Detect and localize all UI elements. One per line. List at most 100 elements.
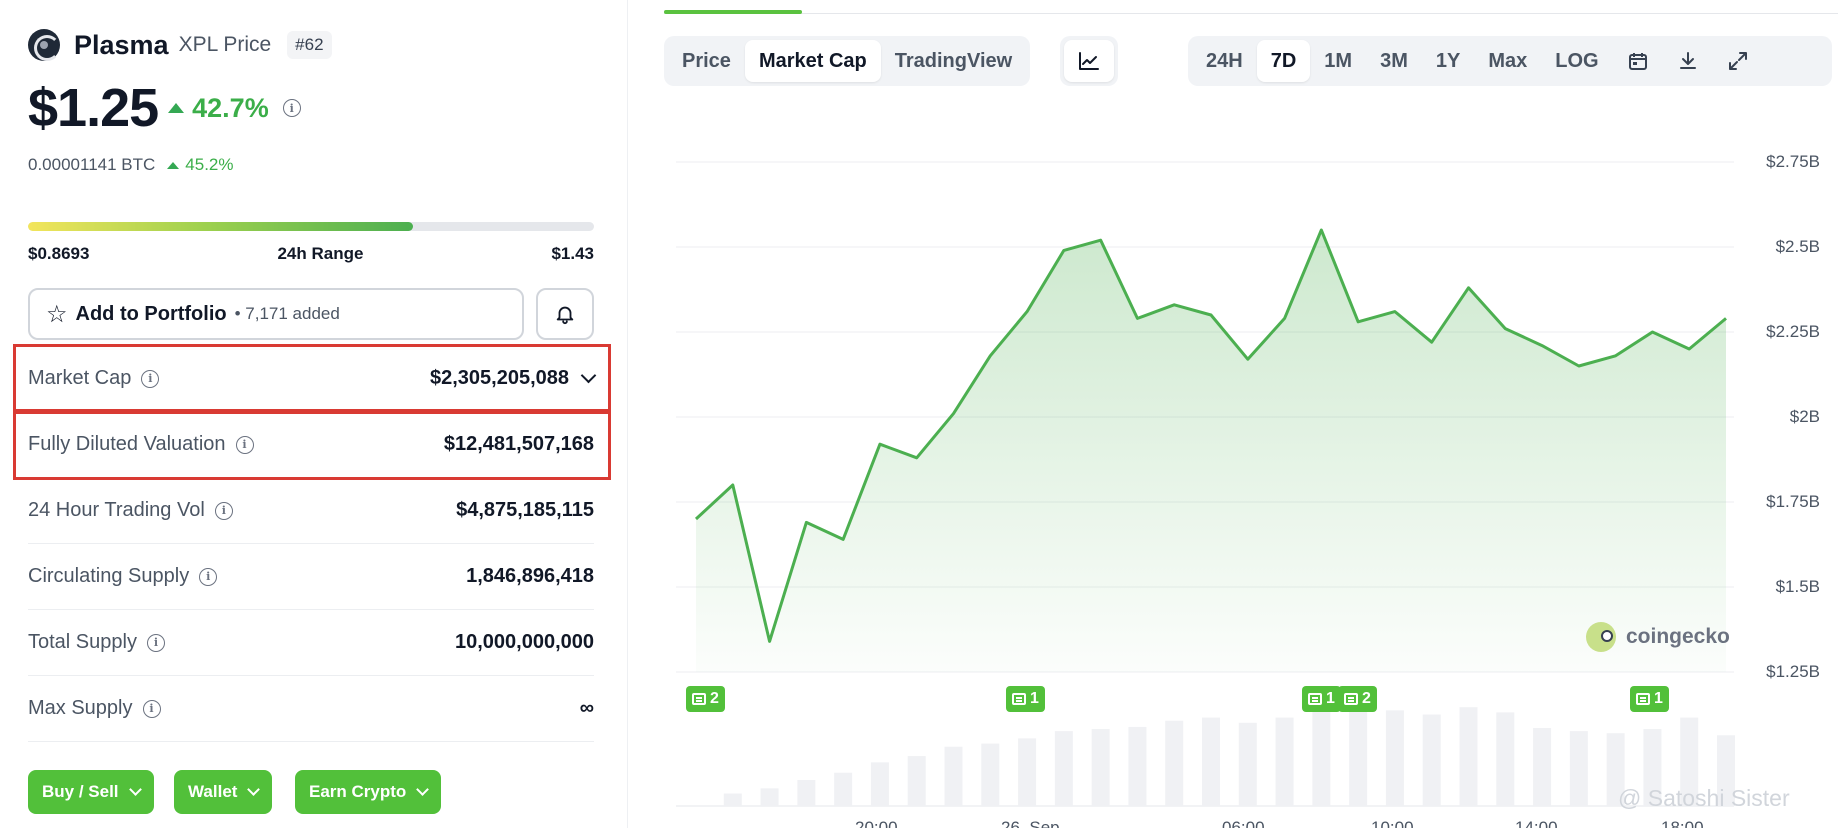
stat-row-market-cap[interactable]: Market Cap i $2,305,205,088 xyxy=(28,346,597,412)
range-24h[interactable]: 24H xyxy=(1206,49,1243,72)
coingecko-logo-icon xyxy=(1586,622,1616,652)
coin-name: Plasma xyxy=(74,29,169,60)
stat-value: $2,305,205,088 xyxy=(429,367,569,389)
wallet-label: Wallet xyxy=(188,782,238,801)
wallet-button[interactable]: Wallet xyxy=(174,770,273,814)
24h-range-bar xyxy=(28,222,594,231)
newspaper-icon xyxy=(692,693,706,705)
stat-value: 10,000,000,000 xyxy=(454,631,594,653)
24h-range-fill xyxy=(28,222,413,231)
volume-bar xyxy=(1422,714,1441,806)
volume-bar xyxy=(760,788,779,806)
info-icon[interactable]: i xyxy=(141,369,160,388)
news-marker[interactable]: 2 xyxy=(686,686,725,712)
chevron-down-icon xyxy=(416,783,430,796)
y-tick-label: $2.25B xyxy=(1766,322,1820,341)
info-icon[interactable]: i xyxy=(235,435,254,454)
add-to-portfolio-button[interactable]: ☆ Add to Portfolio • 7,171 added xyxy=(28,288,524,340)
up-arrow-icon xyxy=(168,103,185,113)
range-max[interactable]: Max xyxy=(1488,49,1528,72)
chevron-down-icon xyxy=(247,783,261,796)
info-icon[interactable]: i xyxy=(199,567,218,586)
news-count: 1 xyxy=(1654,690,1663,707)
stat-value: ∞ xyxy=(579,697,594,719)
news-marker[interactable]: 1 xyxy=(1006,686,1045,712)
info-icon[interactable]: i xyxy=(282,99,301,117)
x-tick-label: 06:00 xyxy=(1222,818,1265,828)
price-change: 42.7% xyxy=(192,92,269,123)
btc-change: 45.2% xyxy=(185,155,234,174)
calendar-button[interactable] xyxy=(1613,40,1663,82)
x-tick-label: 10:00 xyxy=(1371,818,1414,828)
btc-price-row: 0.00001141 BTC 45.2% xyxy=(28,155,233,175)
newspaper-icon xyxy=(1636,693,1650,705)
volume-bar xyxy=(981,743,1000,806)
price-alert-button[interactable] xyxy=(536,288,594,340)
tab-price[interactable]: Price xyxy=(682,49,731,72)
news-count: 1 xyxy=(1030,690,1039,707)
y-tick-label: $1.5B xyxy=(1775,577,1820,596)
line-chart-icon xyxy=(1079,52,1099,70)
news-marker[interactable]: 1 xyxy=(1630,686,1669,712)
volume-bar xyxy=(834,772,853,806)
y-tick-label: $1.25B xyxy=(1766,662,1820,681)
highlight-box-market-cap xyxy=(13,344,611,412)
x-tick-label: 18:00 xyxy=(1661,818,1704,828)
range-log[interactable]: LOG xyxy=(1555,49,1599,72)
download-icon xyxy=(1679,52,1696,69)
chart-style-toggle xyxy=(1060,36,1118,86)
y-tick-label: $2.5B xyxy=(1775,237,1820,256)
tab-tradingview[interactable]: TradingView xyxy=(894,49,1013,72)
portfolio-count: • 7,171 added xyxy=(234,304,340,323)
download-button[interactable] xyxy=(1663,40,1713,82)
info-icon[interactable]: i xyxy=(214,501,233,520)
range-low: $0.8693 xyxy=(28,244,90,263)
earn-crypto-button[interactable]: Earn Crypto xyxy=(295,770,442,814)
volume-bar xyxy=(1312,702,1331,806)
market-cap-chart-svg xyxy=(676,161,1735,807)
news-marker[interactable]: 2 xyxy=(1338,686,1377,712)
price-row: $1.25 42.7% i xyxy=(28,78,301,138)
stat-row-total-supply: Total Supply i 10,000,000,000 xyxy=(28,610,594,676)
range-1m[interactable]: 1M xyxy=(1324,49,1353,72)
stat-label: Fully Diluted Valuation xyxy=(28,433,226,455)
volume-bar xyxy=(1717,735,1735,806)
image-credit: @ Satoshi Sister xyxy=(1618,785,1790,811)
volume-bar xyxy=(1054,731,1073,806)
news-marker[interactable]: 1 xyxy=(1302,686,1341,712)
market-cap-area xyxy=(696,230,1726,672)
rank-badge: #62 xyxy=(287,31,332,59)
range-1y[interactable]: 1Y xyxy=(1435,49,1461,72)
stat-label: 24 Hour Trading Vol xyxy=(28,499,205,521)
newspaper-icon xyxy=(1308,693,1322,705)
volume-bar xyxy=(1569,731,1588,806)
volume-bar xyxy=(1533,728,1552,806)
info-icon[interactable]: i xyxy=(146,633,165,652)
buy-sell-button[interactable]: Buy / Sell xyxy=(28,770,154,814)
volume-bar xyxy=(1275,717,1294,806)
range-7d[interactable]: 7D xyxy=(1256,40,1311,82)
stat-label: Circulating Supply xyxy=(28,565,190,587)
line-chart-button[interactable] xyxy=(1064,40,1114,82)
up-arrow-icon xyxy=(167,161,180,169)
volume-bar xyxy=(723,793,742,806)
volume-bar xyxy=(1680,717,1699,806)
highlight-box-fdv xyxy=(13,411,611,480)
calendar-icon xyxy=(1628,53,1647,70)
stat-row-max-supply: Max Supply i ∞ xyxy=(28,676,594,742)
expand-button[interactable] xyxy=(1713,40,1763,82)
volume-bar xyxy=(797,780,816,806)
tab-market-cap[interactable]: Market Cap xyxy=(744,40,881,82)
range-3m[interactable]: 3M xyxy=(1380,49,1408,72)
volume-bar xyxy=(907,756,926,806)
stat-value: $4,875,185,115 xyxy=(456,499,594,521)
info-icon[interactable]: i xyxy=(142,699,161,718)
chevron-down-icon xyxy=(128,783,142,796)
expand-icon xyxy=(1728,52,1747,70)
btc-price: 0.00001141 BTC xyxy=(28,155,156,174)
x-tick-label: 20:00 xyxy=(855,818,898,828)
news-count: 1 xyxy=(1326,690,1335,707)
market-cap-chart[interactable]: $2.75B $2.5B $2.25B $2B $1.75B $1.5B $1.25B 20… xyxy=(664,130,1838,828)
current-price: $1.25 xyxy=(28,78,159,138)
bell-icon xyxy=(556,306,574,325)
